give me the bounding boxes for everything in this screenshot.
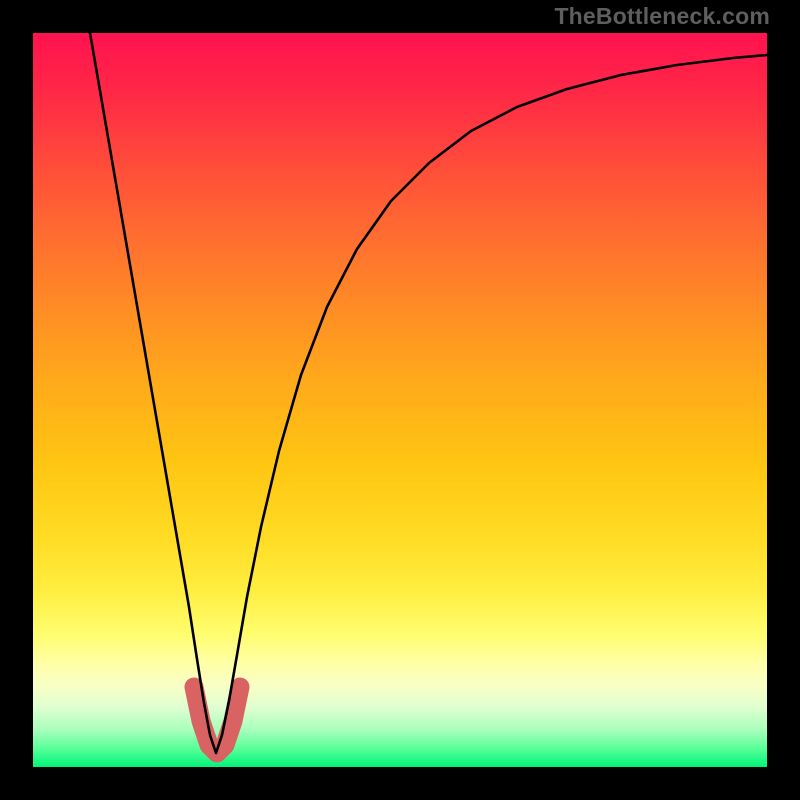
watermark-text: TheBottleneck.com: [554, 3, 770, 30]
plot-area: [33, 33, 767, 767]
plot-svg: [33, 33, 767, 767]
chart-frame: TheBottleneck.com: [0, 0, 800, 800]
gradient-background: [33, 33, 767, 767]
